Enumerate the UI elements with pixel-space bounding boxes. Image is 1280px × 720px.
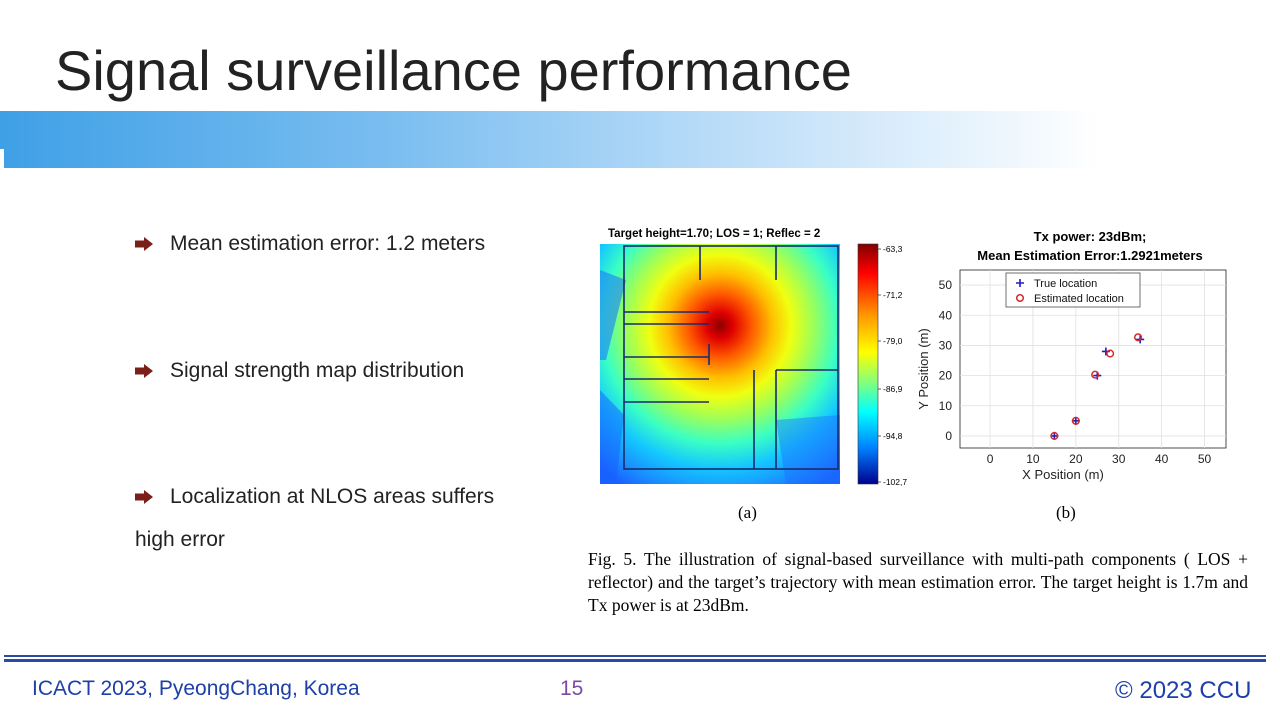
nlos-zone: [600, 270, 626, 360]
chart-title-line1: Tx power: 23dBm;: [1034, 229, 1147, 244]
colorbar-tick: -79,0: [883, 336, 903, 346]
estimated-location-marker: [1091, 370, 1100, 379]
colorbar-tick: -94,8: [883, 431, 903, 441]
colorbar-tick: -86,9: [883, 384, 903, 394]
y-tick-label: 10: [939, 399, 953, 413]
panel-a-label: (a): [738, 503, 757, 522]
estimated-location-marker: [1050, 431, 1059, 440]
estimated-location-marker: [1133, 333, 1143, 342]
nlos-zone: [600, 390, 624, 484]
arrow-bullet-icon: [135, 364, 153, 378]
panel-b-label: (b): [1056, 503, 1076, 522]
colorbar-tick: -63,3: [883, 244, 903, 254]
page-number: 15: [560, 677, 584, 700]
y-tick-label: 50: [939, 278, 953, 292]
estimated-location-marker: [1106, 349, 1115, 358]
title-gradient-band: [0, 111, 1100, 168]
bullet-item: Localization at NLOS areas suffers: [135, 485, 494, 509]
chart-title-line2: Mean Estimation Error:1.2921meters: [977, 248, 1202, 263]
y-tick-label: 20: [939, 369, 953, 383]
heatmap-figure: -63,3 -71,2 -79,0 -86,9 -94,8 -102,7: [600, 243, 907, 487]
legend-label: Estimated location: [1034, 293, 1124, 305]
x-tick-label: 10: [1026, 452, 1040, 466]
bullet-text: Signal strength map distribution: [170, 359, 465, 382]
slide-title: Signal surveillance performance: [55, 39, 852, 102]
bullet-text: Localization at NLOS areas suffers: [170, 485, 495, 508]
heatmap-field: [600, 244, 840, 484]
wall-layout: [623, 245, 839, 470]
estimated-location-marker: [1071, 416, 1080, 425]
footer-rule: [4, 655, 1266, 657]
colorbar: [857, 243, 879, 485]
bullet-item: Signal strength map distribution: [135, 359, 464, 383]
footer-rule: [4, 659, 1266, 662]
bullet-continuation: high error: [135, 528, 225, 551]
legend-marker-estimated: [1015, 293, 1025, 303]
colorbar-tick: -102,7: [883, 477, 907, 487]
footer-copyright: © 2023 CCU: [1115, 677, 1252, 704]
x-tick-label: 30: [1112, 452, 1126, 466]
legend-label: True location: [1034, 278, 1097, 290]
figure-caption: Fig. 5. The illustration of signal-based…: [588, 549, 1248, 615]
x-tick-label: 0: [987, 452, 994, 466]
title-band-notch: [0, 149, 4, 168]
legend-marker-true: [1016, 279, 1024, 287]
x-tick-label: 20: [1069, 452, 1083, 466]
colorbar-tick: -71,2: [883, 290, 903, 300]
x-tick-label: 40: [1155, 452, 1169, 466]
true-location-marker: [1101, 347, 1110, 356]
scatter-chart: Tx power: 23dBm; Mean Estimation Error:1…: [916, 229, 1227, 482]
y-tick-label: 0: [945, 429, 952, 443]
nlos-zone: [776, 415, 840, 484]
arrow-bullet-icon: [135, 490, 153, 504]
heatmap-title: Target height=1.70; LOS = 1; Reflec = 2: [608, 228, 821, 240]
x-axis-label: X Position (m): [1022, 467, 1104, 482]
y-tick-label: 40: [939, 308, 953, 322]
arrow-bullet-icon: [135, 237, 153, 251]
x-tick-label: 50: [1198, 452, 1212, 466]
legend-box: [1005, 272, 1141, 308]
y-tick-label: 30: [939, 338, 953, 352]
bullet-item: Mean estimation error: 1.2 meters: [135, 232, 485, 256]
bullet-text: Mean estimation error: 1.2 meters: [170, 232, 486, 255]
y-axis-label: Y Position (m): [916, 328, 931, 409]
footer-conference: ICACT 2023, PyeongChang, Korea: [32, 677, 360, 700]
